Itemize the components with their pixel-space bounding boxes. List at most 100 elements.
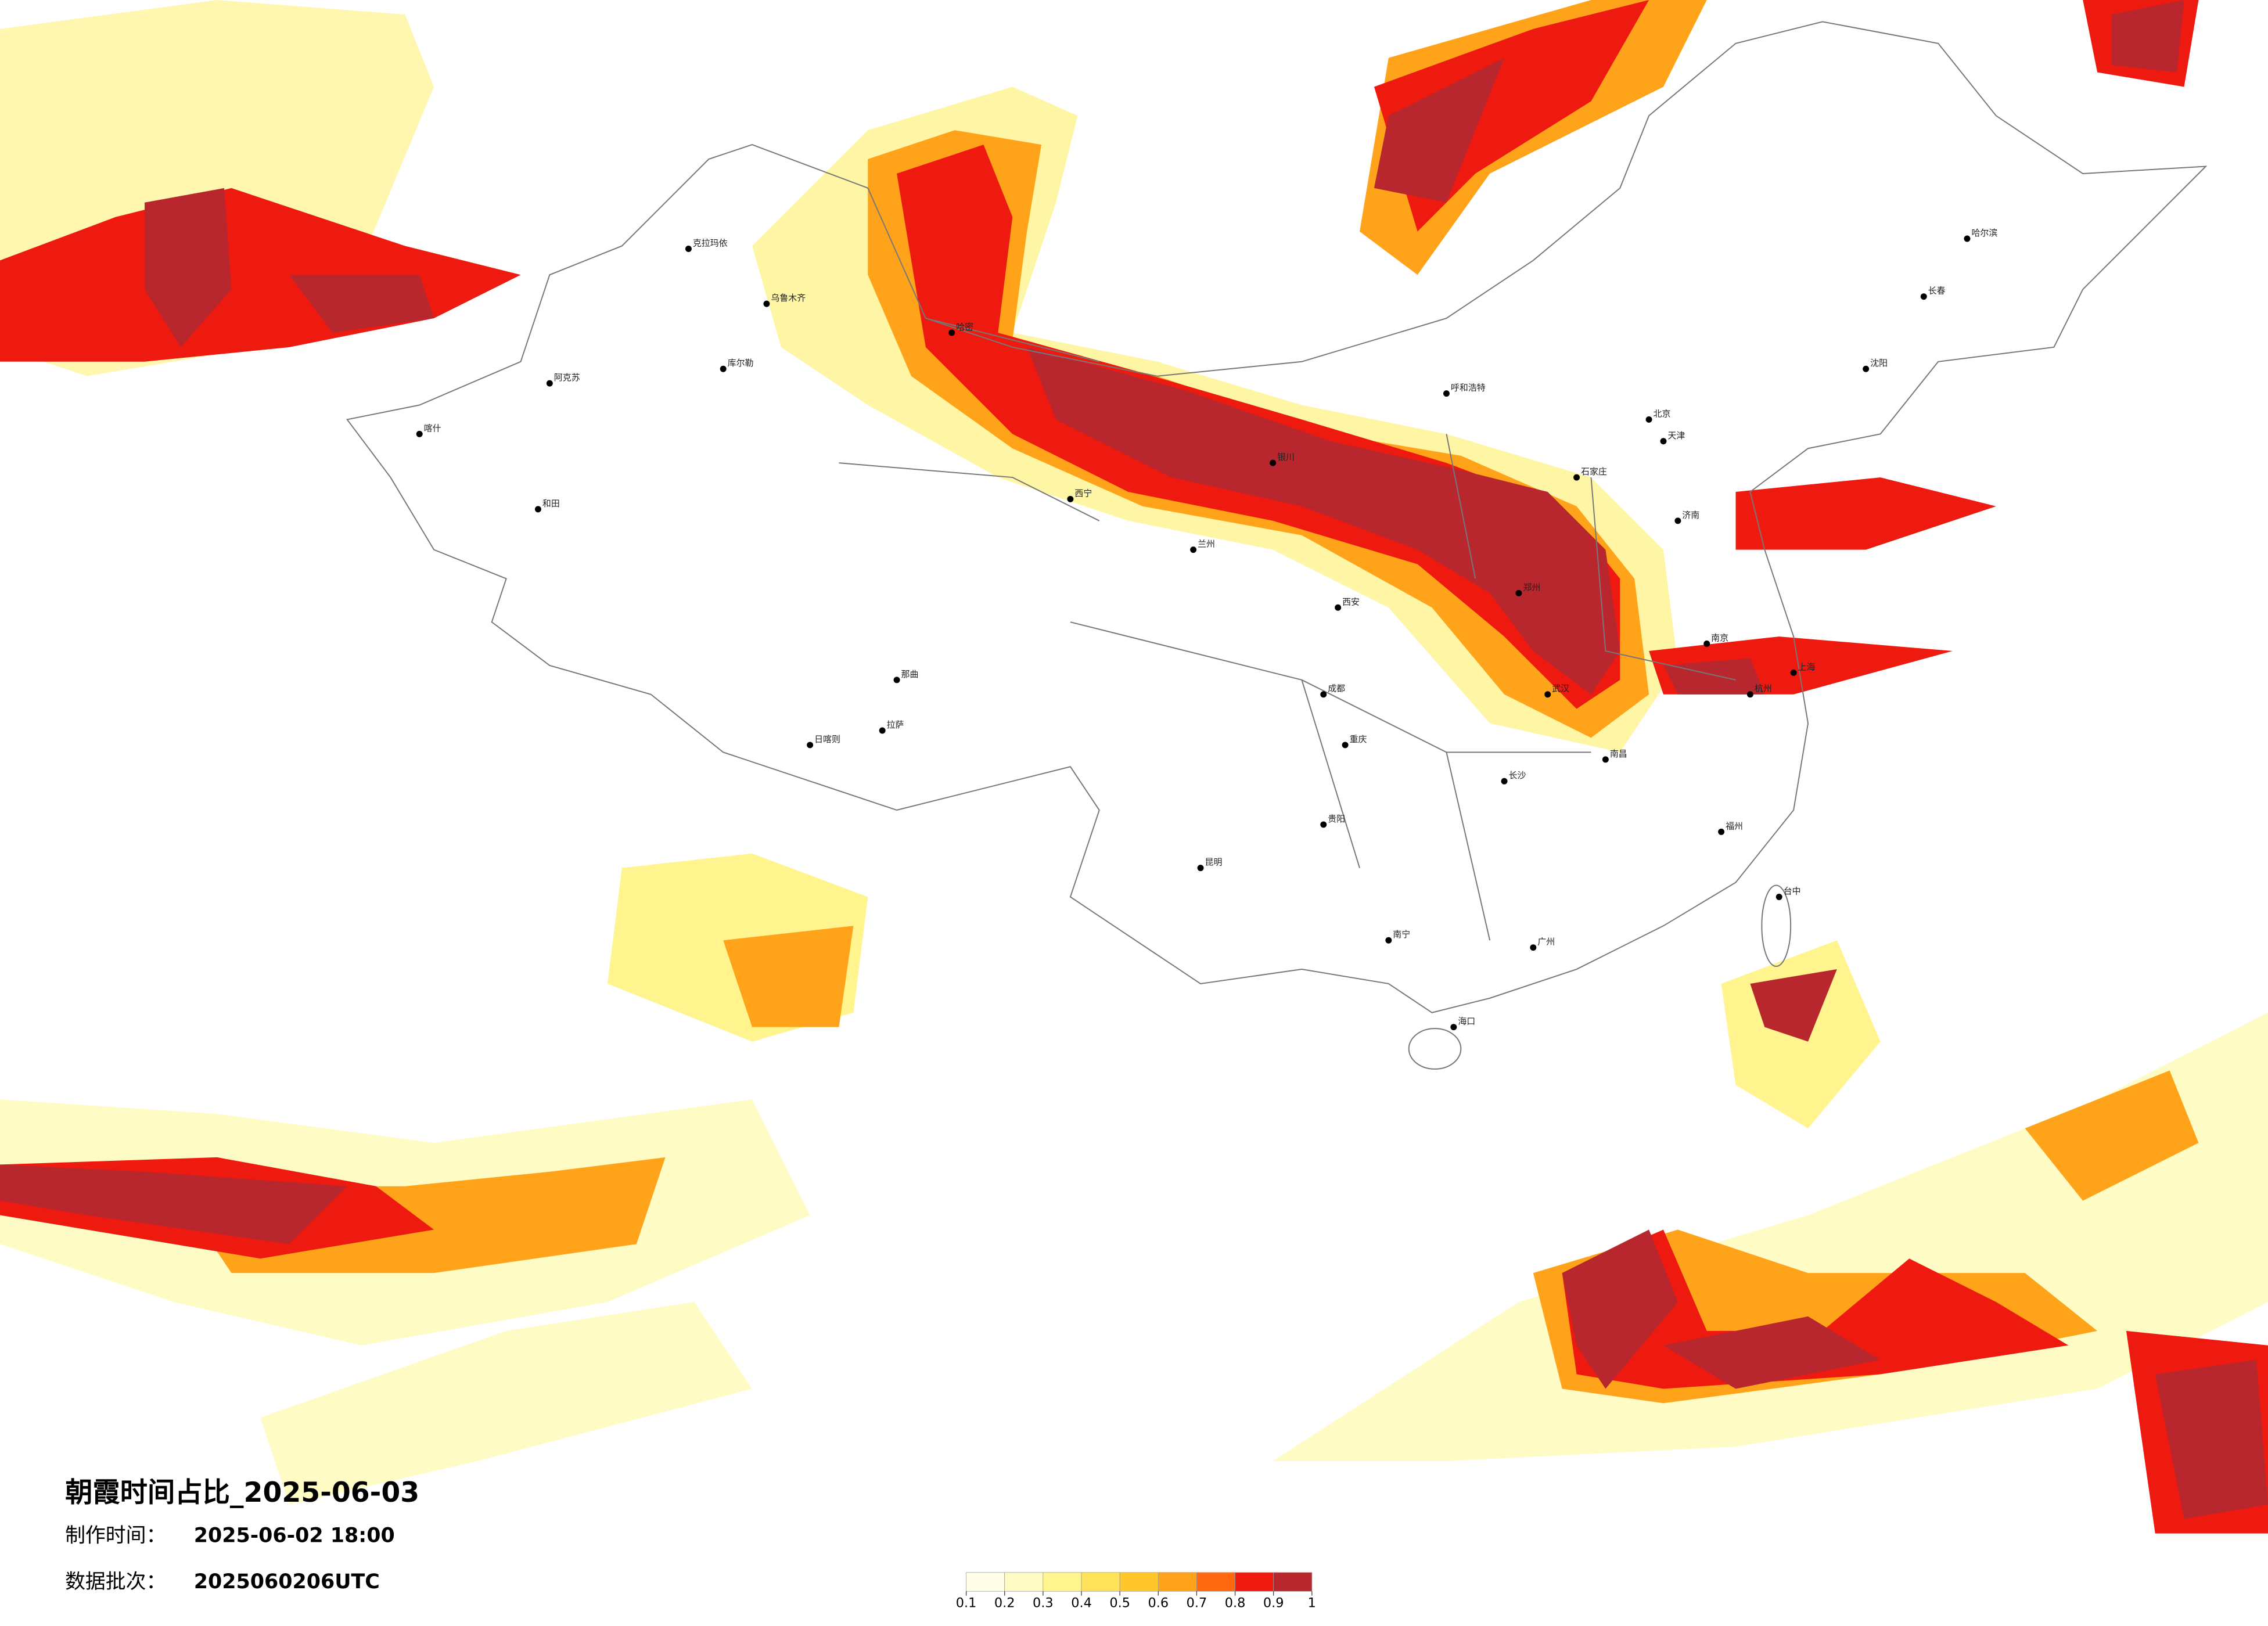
city-dot (546, 380, 553, 387)
city-label: 日喀则 (814, 734, 840, 744)
legend-swatch (1158, 1572, 1197, 1592)
city-dot (807, 742, 814, 749)
city-label: 贵阳 (1328, 814, 1345, 824)
city-dot (1530, 944, 1537, 951)
city-dot (1790, 669, 1797, 676)
city-label: 南京 (1711, 633, 1728, 643)
legend-tick-label: 0.9 (1263, 1596, 1284, 1611)
city-dot (879, 727, 886, 734)
city-dot (1920, 293, 1927, 300)
map-title: 朝霞时间占比_2025-06-03 (65, 1477, 419, 1509)
city-label: 海口 (1458, 1016, 1475, 1027)
city-label: 那曲 (901, 669, 919, 679)
city-label: 石家庄 (1581, 466, 1607, 477)
city-dot (1775, 894, 1782, 900)
legend-swatch (966, 1572, 1005, 1592)
city-label: 哈尔滨 (1971, 228, 1997, 238)
city-label: 阿克苏 (554, 372, 580, 383)
city-label: 银川 (1277, 452, 1295, 462)
city-label: 成都 (1328, 684, 1345, 694)
city-label: 武汉 (1552, 684, 1569, 694)
city-label: 北京 (1654, 408, 1671, 419)
legend: 0.1 0.2 0.3 0.4 0.5 0.6 0.7 0.8 0.9 1 (956, 1572, 1316, 1611)
city-label: 哈密 (956, 322, 973, 332)
city-dot (1320, 821, 1327, 828)
city-label: 长春 (1928, 286, 1946, 296)
legend-swatch (1273, 1572, 1313, 1592)
legend-tick-label: 0.8 (1225, 1596, 1246, 1611)
city-label: 克拉玛依 (693, 238, 728, 248)
legend-tick-label: 1 (1308, 1596, 1316, 1611)
made-time: 2025-06-02 18:00 (194, 1524, 395, 1548)
city-dot (1746, 691, 1753, 698)
legend-swatch (1196, 1572, 1235, 1592)
city-dot (948, 329, 955, 336)
city-dot (1342, 742, 1349, 749)
city-dot (1443, 390, 1450, 397)
city-label: 杭州 (1755, 684, 1772, 694)
city-dot (1660, 438, 1667, 445)
city-label: 上海 (1798, 661, 1816, 672)
batch: 2025060206UTC (194, 1570, 380, 1593)
city-label: 南宁 (1393, 929, 1410, 940)
city-dot (1067, 495, 1074, 502)
city-label: 济南 (1682, 510, 1699, 520)
city-label: 台中 (1784, 886, 1801, 897)
hainan-outline (1408, 1028, 1462, 1070)
taiwan-outline (1761, 884, 1792, 967)
country-outline (346, 21, 2208, 1013)
city-dot (685, 245, 692, 252)
city-dot (1602, 756, 1609, 763)
city-label: 南昌 (1610, 749, 1627, 759)
city-dot (416, 430, 423, 437)
city-dot (1964, 235, 1971, 242)
city-label: 郑州 (1523, 582, 1540, 592)
legend-swatch (1119, 1572, 1159, 1592)
city-dot (1385, 937, 1392, 944)
legend-tick-label: 0.3 (1033, 1596, 1054, 1611)
city-label: 昆明 (1205, 857, 1223, 868)
city-label: 西安 (1342, 596, 1360, 607)
city-label: 天津 (1667, 430, 1685, 441)
legend-tick-label: 0.5 (1109, 1596, 1130, 1611)
city-label: 西宁 (1074, 488, 1092, 498)
city-dot (1335, 604, 1342, 611)
legend-swatch (1081, 1572, 1120, 1592)
city-dot (534, 506, 541, 513)
province-lines (839, 318, 1736, 941)
city-dot (1270, 459, 1277, 466)
city-label: 沈阳 (1870, 358, 1888, 368)
city-label: 广州 (1537, 937, 1555, 947)
city-dot (1450, 1024, 1457, 1031)
batch-label: 数据批次： (65, 1570, 166, 1593)
city-label: 和田 (542, 498, 560, 509)
city-label: 库尔勒 (728, 358, 754, 368)
field (0, 0, 2268, 1534)
city-dot (1515, 589, 1522, 596)
city-dot (1863, 365, 1870, 372)
city-label: 呼和浩特 (1451, 383, 1486, 393)
city-label: 兰州 (1198, 539, 1215, 549)
legend-tick-label: 0.4 (1071, 1596, 1092, 1611)
legend-swatch (1004, 1572, 1044, 1592)
city-dot (1190, 546, 1197, 553)
city-dot (763, 300, 770, 307)
city-dot (1197, 865, 1204, 872)
city-dot (1320, 691, 1327, 698)
city-dot (1544, 691, 1551, 698)
city-dot (1645, 416, 1652, 423)
city-dot (1703, 641, 1710, 647)
city-dot (1718, 828, 1725, 835)
city-dot (893, 677, 900, 684)
legend-tick-label: 0.2 (994, 1596, 1015, 1611)
city-label: 喀什 (424, 423, 441, 433)
city-dot (1674, 517, 1681, 524)
legend-swatch (1043, 1572, 1082, 1592)
city-dot (720, 365, 727, 372)
legend-swatch (1235, 1572, 1274, 1592)
city-dot (1573, 474, 1580, 481)
city-label: 拉萨 (887, 720, 904, 730)
city-dot (1501, 778, 1508, 785)
